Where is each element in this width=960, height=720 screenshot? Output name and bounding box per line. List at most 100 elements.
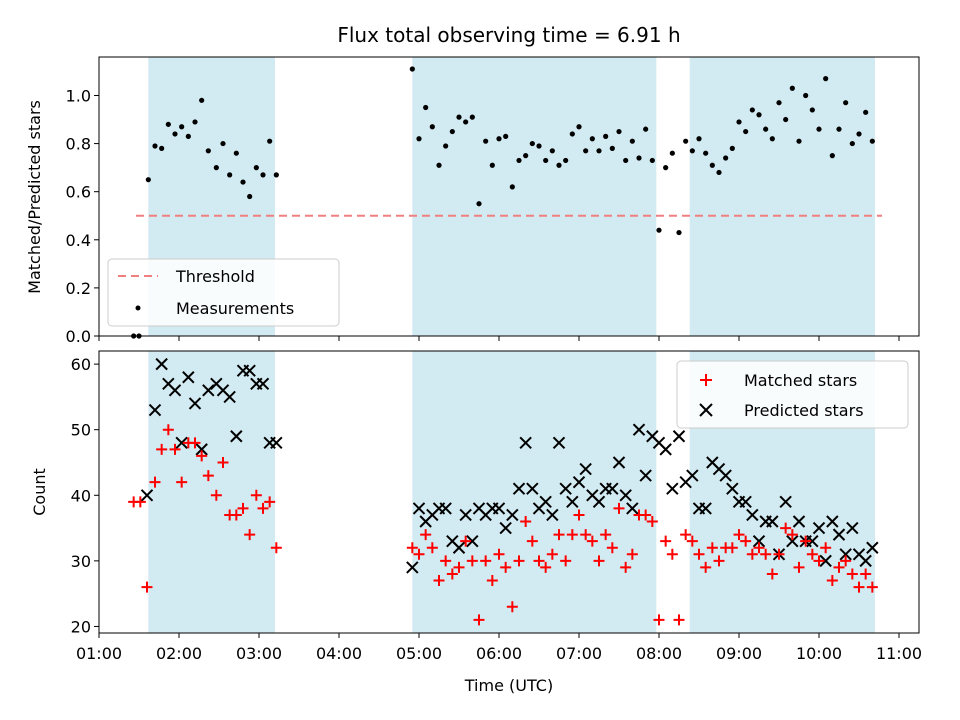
measurement-point — [172, 131, 178, 137]
measurement-point — [683, 138, 689, 144]
matched-star-point — [210, 489, 222, 501]
bottom-legend-box — [676, 360, 909, 429]
predicted-star-point — [632, 423, 646, 436]
measurement-point — [483, 138, 489, 144]
predicted-star-point — [566, 495, 579, 509]
measurement-point — [603, 133, 609, 139]
matched-star-point — [480, 555, 492, 567]
shaded-interval-2 — [689, 57, 875, 336]
predicted-star-point — [746, 508, 759, 522]
predicted-star-point — [826, 515, 839, 528]
y-tick-label: 0.4 — [66, 231, 91, 250]
measurement-point — [523, 153, 529, 159]
chart-title: Flux total observing time = 6.91 h — [337, 23, 680, 47]
legend-measurements-label: Measurements — [176, 299, 294, 318]
matched-star-point — [800, 535, 812, 547]
measurement-point — [863, 109, 869, 115]
measurement-point — [476, 201, 482, 207]
predicted-star-point — [526, 482, 539, 495]
matched-star-point — [693, 548, 705, 560]
measurement-point — [549, 148, 555, 154]
predicted-star-point — [859, 554, 872, 568]
measurement-point — [756, 112, 762, 118]
y-tick-label: 60 — [71, 355, 91, 374]
measurement-point — [227, 172, 233, 178]
matched-star-point — [813, 555, 825, 567]
predicted-star-point — [230, 430, 243, 443]
predicted-star-point — [752, 534, 766, 548]
bottom-panel-y-label: Count — [30, 468, 49, 516]
measurement-point — [629, 138, 635, 144]
matched-star-point — [520, 516, 532, 528]
predicted-star-point — [243, 364, 256, 377]
measurement-point — [213, 165, 219, 171]
y-tick-label: 20 — [71, 617, 91, 636]
matched-star-point — [646, 516, 658, 528]
matched-star-point — [573, 509, 585, 521]
top-panel-y-label: Matched/Predicted stars — [25, 100, 44, 294]
predicted-star-point — [168, 384, 182, 397]
matched-star-point — [270, 542, 282, 554]
y-tick-label: 50 — [71, 421, 91, 440]
y-tick-label: 40 — [71, 486, 91, 505]
matched-star-point — [202, 470, 214, 482]
matched-star-point — [506, 601, 518, 613]
matched-star-point — [526, 535, 538, 547]
measurement-point — [869, 138, 875, 144]
x-tick-label: 09:00 — [716, 644, 762, 663]
measurement-point — [616, 128, 622, 135]
matched-star-point — [733, 529, 745, 541]
matched-star-point — [250, 489, 262, 501]
measurement-point — [736, 119, 742, 125]
matched-star-point — [846, 568, 858, 580]
measurement-point — [443, 143, 449, 149]
matched-star-point — [620, 561, 632, 573]
matched-star-point — [780, 522, 792, 534]
matched-star-point — [486, 575, 498, 587]
matched-star-point — [606, 542, 618, 554]
matched-star-point — [433, 575, 445, 587]
measurement-point — [723, 155, 729, 161]
matched-star-point — [420, 529, 432, 541]
x-tick-label: 08:00 — [636, 644, 682, 663]
measurement-point — [463, 119, 469, 125]
measurement-point — [159, 145, 165, 151]
matched-star-point — [141, 581, 153, 593]
matched-star-point — [726, 542, 738, 554]
matched-star-point — [706, 542, 718, 554]
measurement-point — [456, 114, 462, 120]
predicted-star-point — [626, 502, 639, 515]
shaded-interval-0 — [148, 351, 275, 633]
measurement-point — [803, 92, 809, 99]
measurement-point — [569, 131, 575, 137]
measurement-point — [240, 179, 246, 185]
matched-star-point — [586, 535, 598, 547]
predicted-star-point — [786, 534, 799, 548]
matched-star-point — [230, 509, 242, 521]
measurement-point — [503, 133, 509, 139]
predicted-star-point — [270, 436, 283, 450]
predicted-star-point — [619, 489, 632, 502]
top-legend-box — [107, 258, 340, 327]
predicted-star-point — [866, 541, 879, 554]
measurement-point — [789, 85, 795, 91]
predicted-star-point — [223, 390, 236, 404]
predicted-star-point — [466, 534, 479, 548]
measurement-point — [192, 119, 198, 125]
predicted-star-point — [806, 534, 819, 548]
measurement-point — [556, 162, 562, 168]
x-tick-label: 10:00 — [796, 644, 842, 663]
predicted-star-point — [148, 403, 162, 417]
measurement-point — [247, 193, 253, 200]
predicted-star-point — [559, 482, 572, 495]
matched-star-point — [600, 529, 612, 541]
predicted-star-point — [792, 515, 806, 528]
predicted-star-point — [546, 508, 559, 522]
matched-star-point — [640, 509, 652, 521]
matched-star-point — [866, 581, 878, 593]
measurement-point — [469, 114, 475, 120]
matched-star-point — [176, 476, 188, 488]
measurement-point — [623, 157, 629, 164]
measurement-point — [783, 116, 789, 123]
matched-star-point — [673, 614, 685, 626]
